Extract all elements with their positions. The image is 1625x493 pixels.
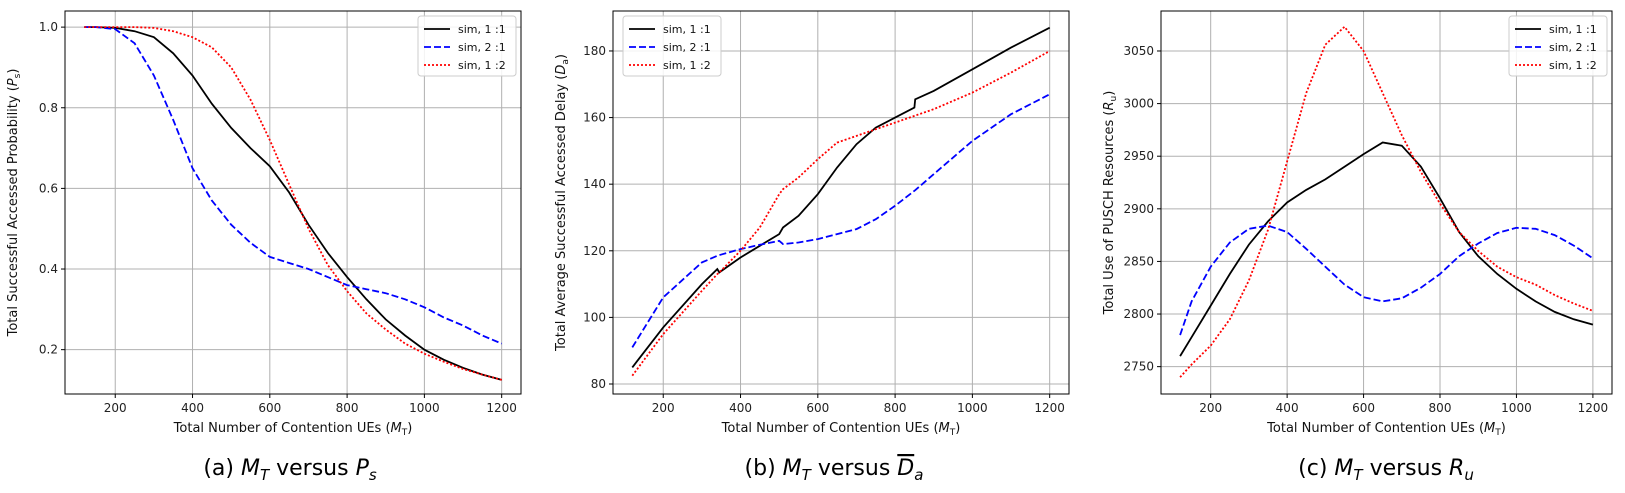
- y-tick-label: 0.4: [39, 262, 58, 276]
- y-axis-label: Total Successful Accessed Probability (P…: [6, 69, 23, 338]
- chart-panel-0: 200 400 600 800 1000 1200 0.2 0.4 0.6 0.8 1.0 Total…: [6, 10, 522, 484]
- x-tick-label: 1200: [486, 401, 517, 415]
- x-tick-label: 800: [884, 401, 907, 415]
- legend-label-0: sim, 1 :1: [1549, 23, 1597, 36]
- y-tick-label: 0.8: [39, 101, 58, 115]
- series-line-0: [631, 26, 1051, 368]
- x-tick-label: 200: [652, 401, 675, 415]
- y-tick-label: 2800: [1123, 307, 1154, 321]
- chart-panel-1: 200 400 600 800 1000 1200 80 100 120 140 160 180 Tot…: [554, 10, 1070, 484]
- y-tick-label: 2850: [1123, 254, 1154, 268]
- y-tick-label: 2950: [1123, 149, 1154, 163]
- legend: sim, 1 :1 sim, 2 :1 sim, 1 :2: [1508, 15, 1608, 77]
- y-tick-label: 120: [583, 244, 606, 258]
- x-tick-label: 1200: [1578, 401, 1609, 415]
- plot-frame: [612, 10, 1070, 395]
- x-tick-label: 400: [181, 401, 204, 415]
- y-axis-label: Total Average Successful Accessed Delay …: [554, 54, 571, 352]
- y-tick-label: 2900: [1123, 202, 1154, 216]
- plot-frame: [1160, 10, 1613, 395]
- legend-label-2: sim, 1 :2: [1549, 59, 1597, 72]
- x-tick-label: 1200: [1034, 401, 1065, 415]
- series-line-2: [84, 26, 502, 381]
- legend-label-0: sim, 1 :1: [663, 23, 711, 36]
- series-line-1: [631, 93, 1051, 348]
- y-tick-label: 160: [583, 111, 606, 125]
- legend-box: [417, 15, 517, 77]
- y-tick-label: 2750: [1123, 360, 1154, 374]
- legend-box: [1508, 15, 1608, 77]
- legend: sim, 1 :1 sim, 2 :1 sim, 1 :2: [622, 15, 722, 77]
- legend-label-0: sim, 1 :1: [458, 23, 506, 36]
- x-tick-label: 400: [1276, 401, 1299, 415]
- y-tick-label: 1.0: [39, 20, 58, 34]
- series-line-1: [84, 26, 503, 345]
- x-tick-label: 600: [1352, 401, 1375, 415]
- series-line-1: [1179, 224, 1594, 336]
- y-tick-label: 3000: [1123, 97, 1154, 111]
- legend-label-1: sim, 2 :1: [1549, 41, 1597, 54]
- y-tick-label: 0.6: [39, 181, 58, 195]
- legend-label-2: sim, 1 :2: [458, 59, 506, 72]
- legend: sim, 1 :1 sim, 2 :1 sim, 1 :2: [417, 15, 517, 77]
- legend-label-1: sim, 2 :1: [458, 41, 506, 54]
- series-line-2: [631, 50, 1051, 377]
- y-axis-label: Total Use of PUSCH Resources (Ru): [1102, 91, 1119, 316]
- legend-box: [622, 15, 722, 77]
- x-tick-label: 1000: [1501, 401, 1532, 415]
- x-tick-label: 200: [1199, 401, 1222, 415]
- x-tick-label: 600: [258, 401, 281, 415]
- x-tick-label: 800: [1429, 401, 1452, 415]
- chart-panel-2: 200 400 600 800 1000 1200 2750 2800 2850 2900 2950…: [1102, 10, 1613, 484]
- y-tick-label: 140: [583, 177, 606, 191]
- legend-label-2: sim, 1 :2: [663, 59, 711, 72]
- x-tick-label: 400: [729, 401, 752, 415]
- legend-label-1: sim, 2 :1: [663, 41, 711, 54]
- y-tick-label: 180: [583, 44, 606, 58]
- y-tick-label: 3050: [1123, 44, 1154, 58]
- x-tick-label: 800: [336, 401, 359, 415]
- panel-caption: (a) MT versus Ps: [203, 456, 377, 484]
- y-tick-label: 80: [591, 377, 606, 391]
- x-tick-label: 600: [806, 401, 829, 415]
- x-axis-label: Total Number of Contention UEs (MT): [721, 421, 961, 438]
- y-tick-label: 0.2: [39, 343, 58, 357]
- y-tick-label: 100: [583, 310, 606, 324]
- plot-frame: [64, 10, 522, 395]
- x-tick-label: 1000: [409, 401, 440, 415]
- x-tick-label: 200: [104, 401, 127, 415]
- series-line-0: [1179, 141, 1594, 357]
- x-axis-label: Total Number of Contention UEs (MT): [173, 421, 413, 438]
- panel-caption: (c) MT versus Ru: [1298, 456, 1474, 484]
- series-line-0: [84, 26, 502, 381]
- panel-caption: (b) MT versus Da: [745, 456, 924, 484]
- series-line-2: [1179, 25, 1594, 378]
- x-tick-label: 1000: [957, 401, 988, 415]
- x-axis-label: Total Number of Contention UEs (MT): [1266, 421, 1506, 438]
